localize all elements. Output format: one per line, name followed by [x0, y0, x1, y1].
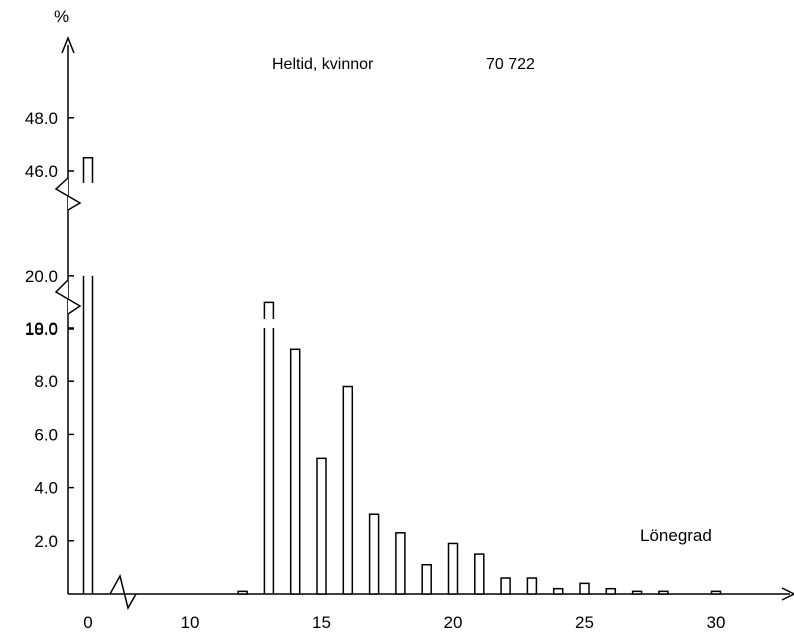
y-tick-label: 6.0 [34, 425, 58, 444]
y-tick-label: 18.0 [25, 320, 58, 339]
y-tick-label: 48.0 [25, 109, 58, 128]
x-tick-label: 25 [575, 613, 594, 632]
bar [579, 582, 590, 595]
x-ticks: 0 10 15 20 25 30 [83, 613, 725, 632]
bar [237, 590, 248, 595]
bar [447, 542, 459, 595]
y-tick-label: 10.0 [25, 319, 58, 338]
bar [474, 553, 485, 595]
bar [289, 348, 301, 595]
bar-lower-part [263, 328, 275, 594]
x-tick-label: 15 [312, 613, 331, 632]
bar [526, 577, 538, 595]
bar [500, 577, 511, 595]
bar [342, 385, 354, 595]
y-tick-label: 2.0 [34, 532, 58, 551]
y-ticks: 2.0 4.0 6.0 8.0 10.018.0 20.0 46.0 48.0 [25, 109, 74, 551]
y-tick-label: 8.0 [34, 372, 58, 391]
x-axis-break [109, 573, 137, 610]
bar-upper-part [82, 156, 94, 183]
y-axis-unit-label: % [54, 7, 69, 26]
axes: % [54, 7, 794, 610]
bar [395, 532, 406, 595]
y-tick-label: 4.0 [34, 479, 58, 498]
chart-title: Heltid, kvinnor [272, 56, 374, 73]
chart-total: 70 722 [486, 56, 535, 73]
bar-upper-part [263, 301, 275, 319]
y-axis-break-lower [54, 279, 82, 315]
bar [368, 513, 380, 595]
x-tick-label: 0 [83, 613, 92, 632]
bars [82, 156, 722, 595]
bar [552, 587, 564, 595]
y-axis-arrow [61, 35, 75, 54]
bar [631, 590, 643, 595]
y-tick-label: 46.0 [25, 162, 58, 181]
bar [658, 590, 669, 595]
x-tick-label: 30 [707, 613, 726, 632]
y-tick-label: 20.0 [25, 267, 58, 286]
x-tick-label: 10 [181, 613, 200, 632]
x-axis-title: Lönegrad [640, 526, 712, 545]
bar [421, 563, 432, 595]
y-axis-break-upper [54, 177, 82, 211]
x-tick-label: 20 [444, 613, 463, 632]
bar [710, 590, 722, 595]
x-axis-arrow [781, 587, 794, 601]
bar-lower-part [82, 275, 94, 594]
bar [316, 457, 327, 595]
bar [605, 587, 617, 595]
